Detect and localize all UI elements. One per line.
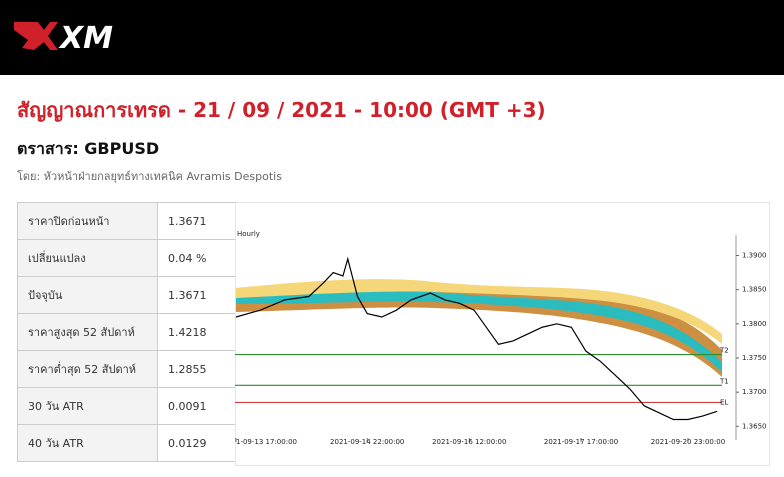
label-cell: 40 วัน ATR xyxy=(17,424,158,462)
band-inner xyxy=(236,288,722,372)
value-cell: 0.0129 xyxy=(157,424,237,462)
author: โดย: หัวหน้าฝ่ายกลยุทธ์ทางเทคนิค Avramis… xyxy=(17,170,282,183)
header: XM xyxy=(0,0,784,75)
table-row: 30 วัน ATR 0.0091 xyxy=(17,387,237,425)
x-tick-label: 1-09-13 17:00:00 xyxy=(236,438,297,446)
level-label: EL xyxy=(720,398,728,406)
value-cell: 0.04 % xyxy=(157,239,237,277)
table-row: ราคาสูงสุด 52 สัปดาห์ 1.4218 xyxy=(17,313,237,351)
y-tick-label: 1.3750 xyxy=(742,354,767,362)
value-cell: 1.2855 xyxy=(157,350,237,388)
label-cell: ราคาสูงสุด 52 สัปดาห์ xyxy=(17,313,158,351)
title: สัญญาณการเทรด - 21 / 09 / 2021 - 10:00 (… xyxy=(17,98,546,122)
label-cell: 30 วัน ATR xyxy=(17,387,158,425)
price-line xyxy=(235,256,718,421)
band-top xyxy=(236,279,722,344)
level-label: T2 xyxy=(719,347,729,355)
x-tick-label: 2021-09-17 17:00:00 xyxy=(544,438,618,446)
value-cell: 1.3671 xyxy=(157,276,237,314)
label-cell: เปลี่ยนแปลง xyxy=(17,239,158,277)
y-tick-label: 1.3900 xyxy=(742,252,767,260)
x-tick-label: 2021-09-14 22:00:00 xyxy=(330,438,404,446)
y-tick-label: 1.3800 xyxy=(742,320,767,328)
label-cell: ราคาต่ำสุด 52 สัปดาห์ xyxy=(17,350,158,388)
value-cell: 0.0091 xyxy=(157,387,237,425)
logo-text: XM xyxy=(58,21,113,56)
label-cell: ราคาปิดก่อนหน้า xyxy=(17,202,158,240)
x-tick-label: 2021-09-20 23:00:00 xyxy=(651,438,725,446)
chart: Hourly 1.3650 1.3700 1.3750 1.3800 1.3850 1.3… xyxy=(235,202,770,466)
label-cell: ปัจจุบัน xyxy=(17,276,158,314)
y-tick-label: 1.3700 xyxy=(742,388,767,396)
y-tick-label: 1.3850 xyxy=(742,286,767,294)
table-row: ปัจจุบัน 1.3671 xyxy=(17,276,237,314)
table-row: เปลี่ยนแปลง 0.04 % xyxy=(17,239,237,277)
x-tick-label: 2021-09-16 12:00:00 xyxy=(432,438,506,446)
y-tick-label: 1.3650 xyxy=(742,422,767,430)
instrument: ตราสาร: GBPUSD xyxy=(17,139,160,158)
logo: XM xyxy=(14,21,113,56)
table-row: ราคาปิดก่อนหน้า 1.3671 xyxy=(17,202,237,240)
level-label: T1 xyxy=(719,377,729,385)
chart-title: Hourly xyxy=(237,230,260,238)
table-row: 40 วัน ATR 0.0129 xyxy=(17,424,237,462)
value-cell: 1.4218 xyxy=(157,313,237,351)
table-row: ราคาต่ำสุด 52 สัปดาห์ 1.2855 xyxy=(17,350,237,388)
info-table: ราคาปิดก่อนหน้า 1.3671 เปลี่ยนแปลง 0.04 % ปั… xyxy=(17,202,237,462)
value-cell: 1.3671 xyxy=(157,202,237,240)
